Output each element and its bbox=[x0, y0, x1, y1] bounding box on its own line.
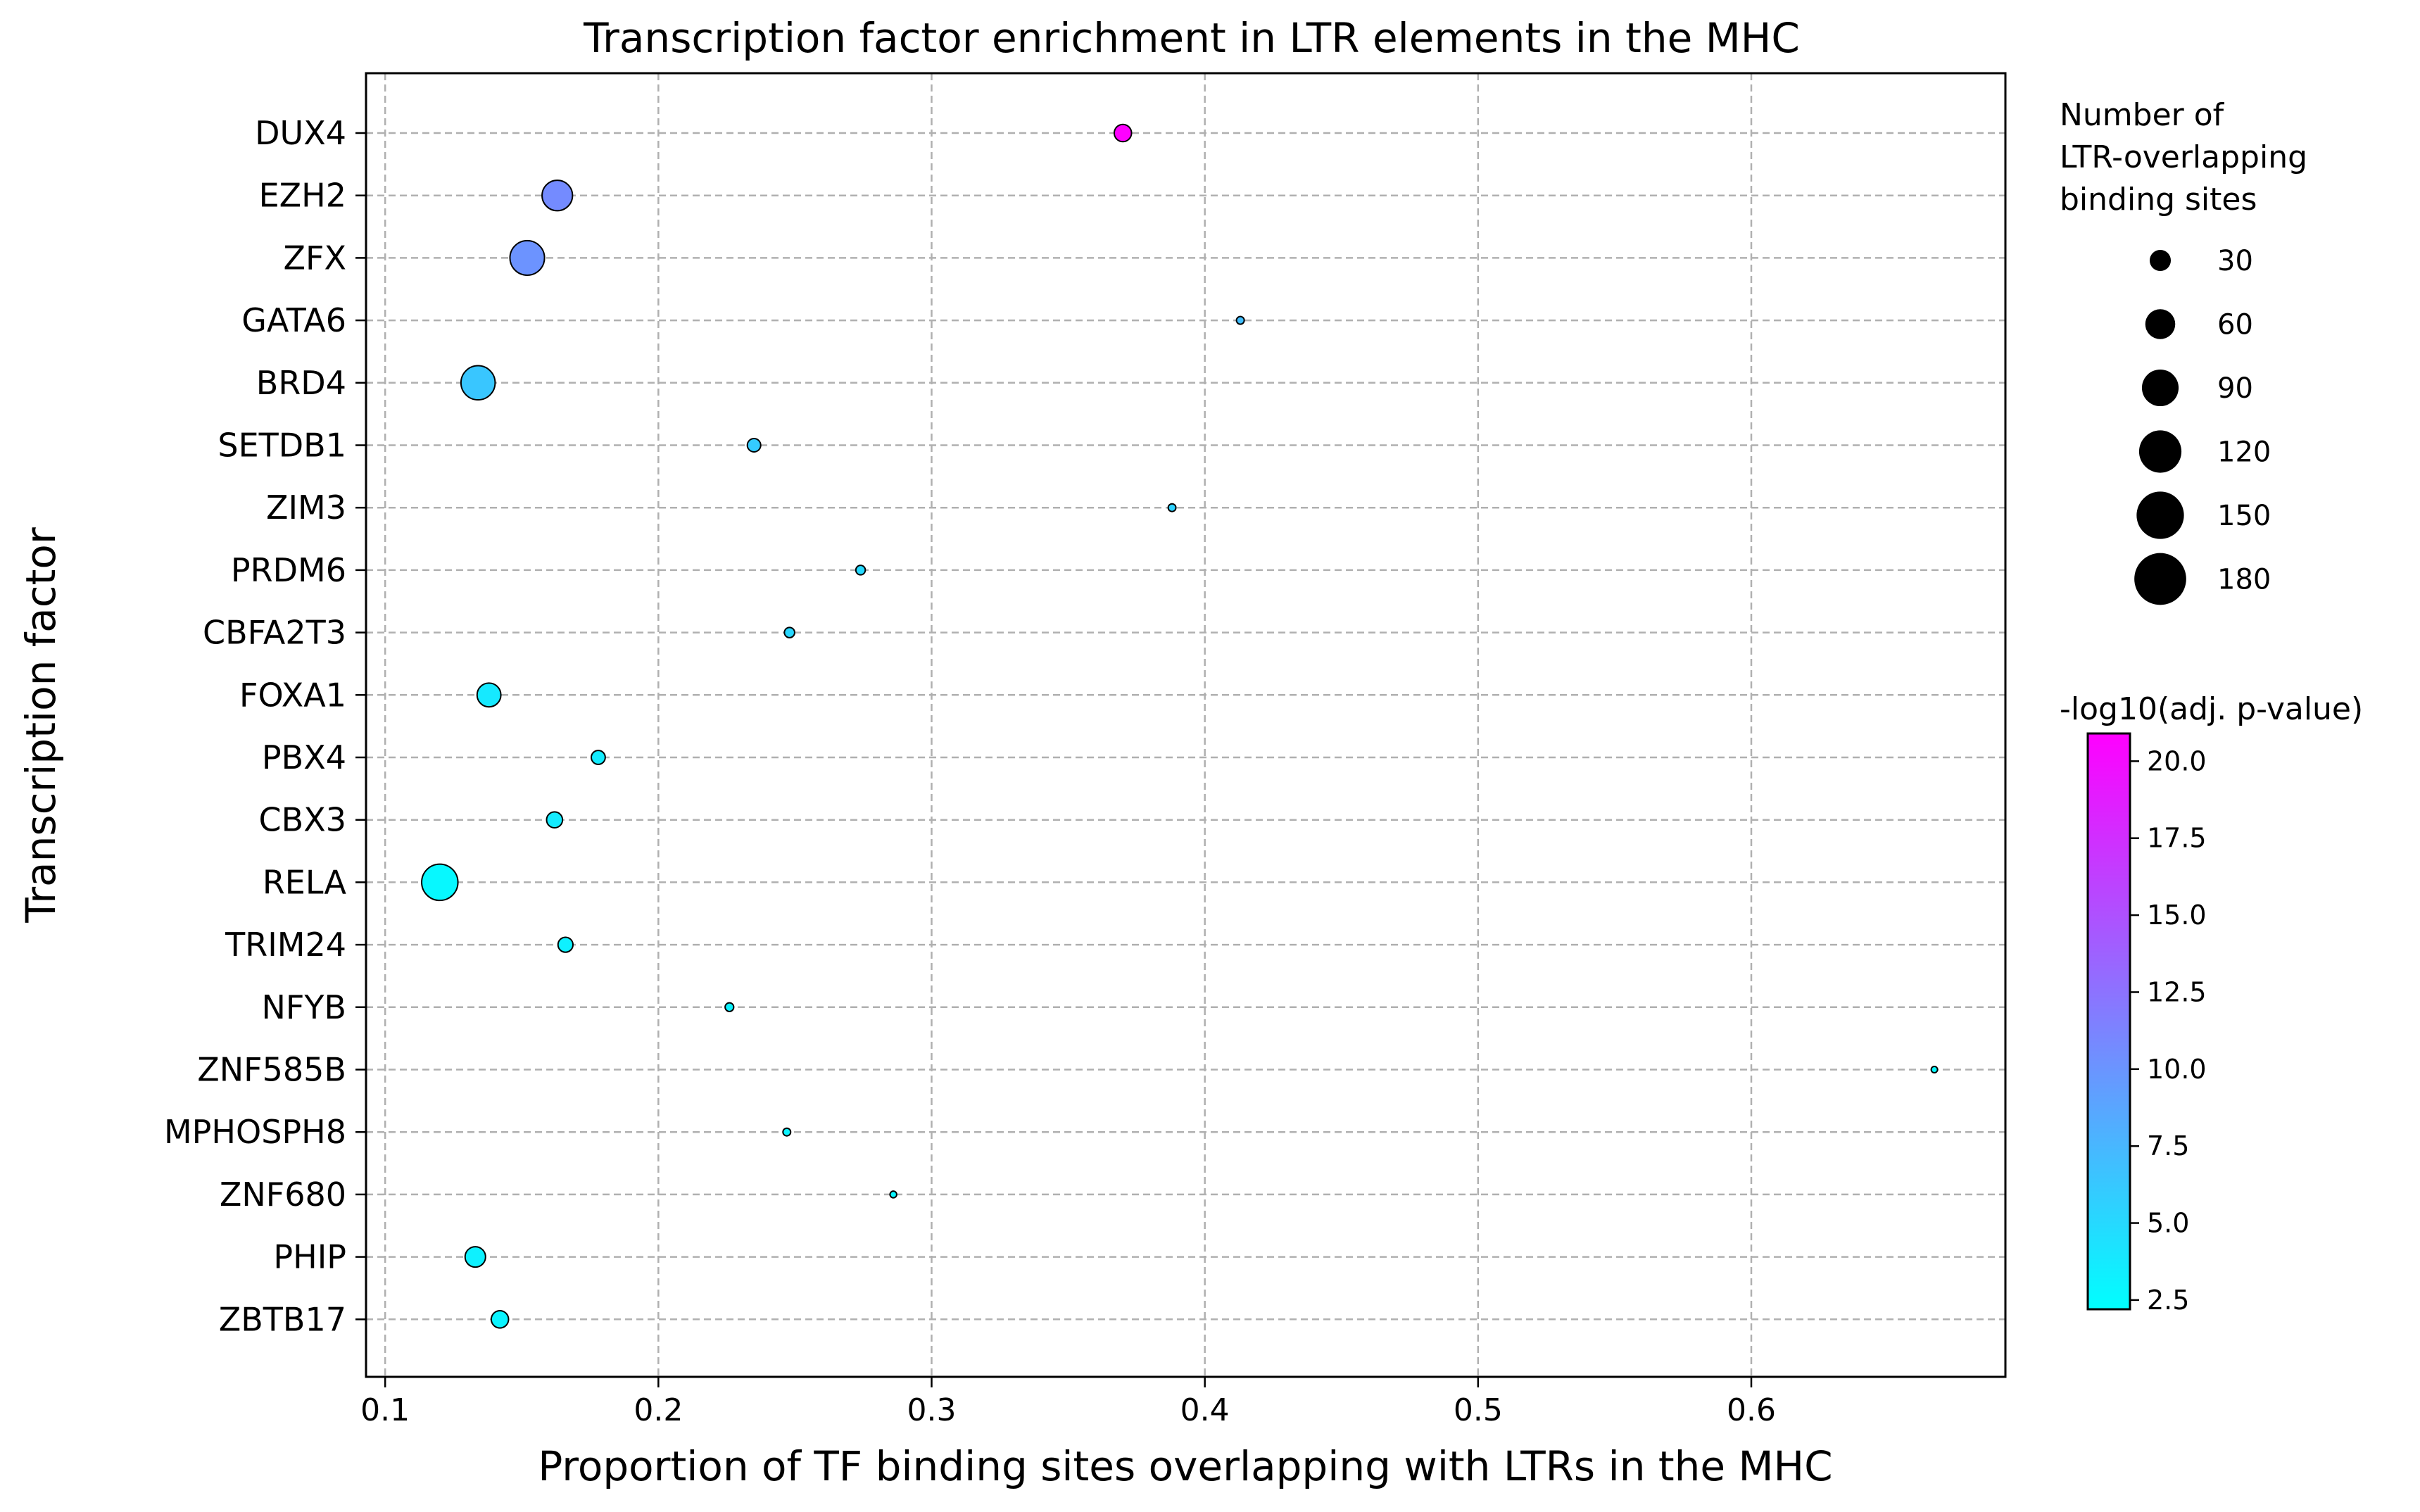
bubble-point bbox=[460, 365, 496, 401]
bubble-point bbox=[509, 239, 546, 276]
x-axis: 0.1 0.2 0.3 0.4 0.5 0.6 bbox=[360, 1377, 1776, 1428]
size-legend-marker bbox=[2136, 491, 2184, 539]
bubble-point bbox=[1113, 123, 1133, 143]
y-axis-label: Transcription factor bbox=[17, 527, 65, 924]
size-legend-marker bbox=[2145, 309, 2176, 339]
colorbar-tick-label: 20.0 bbox=[2147, 745, 2207, 776]
colorbar-ticks: 2.5 5.0 7.5 10.0 12.5 15.0 17.5 20.0 bbox=[2130, 745, 2207, 1316]
colorbar-tick-label: 7.5 bbox=[2147, 1130, 2189, 1161]
colorbar-tick-label: 2.5 bbox=[2147, 1285, 2189, 1316]
size-legend-marker bbox=[2134, 553, 2186, 605]
y-tick-label: ZFX bbox=[284, 239, 346, 277]
size-legend-title-line-2: LTR-overlapping bbox=[2060, 139, 2307, 175]
colorbar-tick-label: 17.5 bbox=[2147, 823, 2207, 854]
bubble-point bbox=[724, 1002, 735, 1012]
x-tick-label: 0.6 bbox=[1727, 1392, 1776, 1428]
x-tick-label: 0.3 bbox=[907, 1392, 957, 1428]
size-legend-marker bbox=[2141, 369, 2179, 407]
size-legend-label: 120 bbox=[2217, 436, 2271, 469]
y-tick-label: ZNF585B bbox=[197, 1051, 346, 1089]
bubble-point bbox=[1235, 315, 1245, 325]
y-tick-label: PRDM6 bbox=[231, 551, 346, 589]
y-tick-label: DUX4 bbox=[255, 114, 346, 152]
y-axis: DUX4 EZH2 ZFX GATA6 BRD4 SETDB1 ZIM3 PRDM6 CBFA2… bbox=[164, 114, 366, 1338]
y-tick-label: CBX3 bbox=[259, 801, 346, 839]
bubble-point bbox=[782, 1127, 792, 1137]
plot-frame bbox=[365, 72, 2007, 1378]
bubble-point bbox=[591, 750, 606, 765]
bubble-point bbox=[1930, 1066, 1939, 1073]
bubble-point bbox=[541, 179, 574, 212]
colorbar-tick-label: 10.0 bbox=[2147, 1054, 2207, 1085]
colorbar-gradient bbox=[2086, 732, 2131, 1311]
chart-title: Transcription factor enrichment in LTR e… bbox=[583, 14, 1800, 62]
y-tick-label: ZBTB17 bbox=[219, 1300, 346, 1338]
size-legend-label: 180 bbox=[2217, 564, 2271, 596]
bubble-point bbox=[546, 811, 564, 829]
size-legend-label: 90 bbox=[2217, 372, 2253, 405]
y-tick-label: ZNF680 bbox=[220, 1176, 346, 1214]
bubble-point bbox=[855, 565, 866, 576]
size-legend-title-line-3: binding sites bbox=[2060, 182, 2257, 218]
size-legend: Number of LTR-overlapping binding sites … bbox=[2060, 97, 2317, 605]
y-tick-label: PBX4 bbox=[262, 738, 346, 776]
size-legend-marker bbox=[2138, 430, 2182, 473]
y-tick-label: BRD4 bbox=[256, 364, 346, 402]
y-tick-label: ZIM3 bbox=[266, 489, 346, 527]
bubble-point bbox=[1167, 503, 1177, 512]
bubble-point bbox=[557, 936, 574, 953]
x-tick-label: 0.1 bbox=[360, 1392, 410, 1428]
bubble-point bbox=[783, 626, 795, 638]
bubble-series bbox=[421, 123, 1939, 1329]
x-tick-label: 0.2 bbox=[634, 1392, 683, 1428]
y-tick-label: TRIM24 bbox=[225, 926, 346, 964]
bubble-point bbox=[476, 682, 502, 708]
y-tick-label: PHIP bbox=[273, 1238, 346, 1276]
y-tick-label: MPHOSPH8 bbox=[164, 1113, 346, 1151]
size-legend-marker bbox=[2149, 249, 2172, 272]
grid-lines bbox=[366, 73, 2005, 1377]
colorbar-tick-label: 12.5 bbox=[2147, 976, 2207, 1007]
y-tick-label: GATA6 bbox=[241, 301, 346, 339]
y-tick-label: EZH2 bbox=[259, 177, 346, 215]
size-legend-title-line-1: Number of bbox=[2060, 97, 2225, 133]
bubble-point bbox=[746, 437, 762, 453]
y-tick-label: NFYB bbox=[261, 988, 346, 1026]
bubble-point bbox=[490, 1310, 510, 1329]
colorbar: -log10(adj. p-value) 2.5 5.0 7.5 10.0 12.5 15… bbox=[2060, 691, 2363, 1316]
bubble-point bbox=[421, 863, 459, 902]
y-tick-label: SETDB1 bbox=[218, 427, 346, 465]
size-legend-label: 30 bbox=[2217, 245, 2253, 277]
x-tick-label: 0.4 bbox=[1180, 1392, 1230, 1428]
y-tick-label: CBFA2T3 bbox=[203, 614, 346, 652]
x-axis-label: Proportion of TF binding sites overlappi… bbox=[538, 1442, 1832, 1490]
x-tick-label: 0.5 bbox=[1454, 1392, 1503, 1428]
size-legend-label: 60 bbox=[2217, 309, 2253, 341]
size-legend-label: 150 bbox=[2217, 500, 2271, 532]
y-tick-label: FOXA1 bbox=[239, 676, 346, 714]
size-legend-items: 30 60 90 120 150 180 bbox=[2134, 245, 2271, 605]
bubble-point bbox=[889, 1190, 897, 1199]
y-tick-label: RELA bbox=[263, 863, 347, 901]
size-legend-title: Number of LTR-overlapping binding sites bbox=[2060, 97, 2317, 218]
colorbar-tick-label: 15.0 bbox=[2147, 900, 2207, 931]
colorbar-label: -log10(adj. p-value) bbox=[2060, 691, 2363, 727]
colorbar-tick-label: 5.0 bbox=[2147, 1208, 2189, 1239]
bubble-point bbox=[464, 1246, 486, 1268]
